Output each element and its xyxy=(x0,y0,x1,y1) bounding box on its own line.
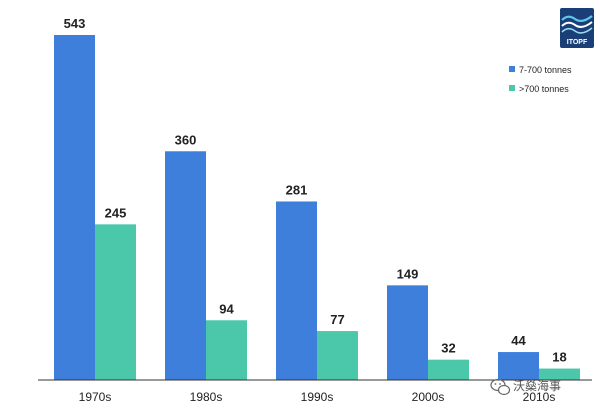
bar-1990s-series-0 xyxy=(276,201,317,380)
bar-1990s-series-1 xyxy=(317,331,358,380)
legend-label-small-spills: 7-700 tonnes xyxy=(519,65,572,75)
bar-2010s-series-1 xyxy=(539,368,580,380)
bar-value-label-1970s-series-1: 245 xyxy=(105,205,127,220)
bar-1970s-series-0 xyxy=(54,35,95,380)
bar-value-label-2000s-series-0: 149 xyxy=(397,266,419,281)
bar-value-label-1990s-series-0: 281 xyxy=(286,182,308,197)
itopf-logo: ITOPF xyxy=(560,8,594,48)
legend-item-small-spills: 7-700 tonnes xyxy=(509,65,572,75)
watermark: 沃燊海事 xyxy=(490,378,561,396)
wechat-icon xyxy=(490,378,511,396)
bars-layer: 543 245 360 94 281 77 149 32 44 18 xyxy=(54,16,580,380)
legend-swatch-small-spills xyxy=(509,66,515,72)
legend-swatch-large-spills xyxy=(509,85,515,91)
bar-1970s-series-1 xyxy=(95,224,136,380)
bar-1980s-series-0 xyxy=(165,151,206,380)
x-tick-label-1970s: 1970s xyxy=(79,390,112,404)
legend-label-large-spills: >700 tonnes xyxy=(519,84,569,94)
x-tick-label-2010s: 2010s xyxy=(523,390,556,404)
x-tick-label-2000s: 2000s xyxy=(412,390,445,404)
bar-2000s-series-1 xyxy=(428,359,469,380)
bar-1980s-series-1 xyxy=(206,320,247,380)
bar-value-label-1970s-series-0: 543 xyxy=(64,16,86,31)
logo-background xyxy=(560,8,594,48)
bar-value-label-1980s-series-0: 360 xyxy=(175,132,197,147)
bar-value-label-1990s-series-1: 77 xyxy=(330,312,344,327)
bar-2000s-series-0 xyxy=(387,285,428,380)
x-tick-labels: 1970s 1980s 1990s 2000s 2010s xyxy=(79,390,556,404)
x-tick-label-1980s: 1980s xyxy=(190,390,223,404)
logo-text: ITOPF xyxy=(567,39,588,46)
bar-value-label-1980s-series-1: 94 xyxy=(219,301,234,316)
bar-value-label-2010s-series-1: 18 xyxy=(552,350,566,365)
logo-wave-3 xyxy=(561,27,593,34)
legend: 7-700 tonnes >700 tonnes xyxy=(509,65,572,94)
x-tick-label-1990s: 1990s xyxy=(301,390,334,404)
bar-2010s-series-0 xyxy=(498,352,539,380)
legend-item-large-spills: >700 tonnes xyxy=(509,84,569,94)
bar-value-label-2000s-series-1: 32 xyxy=(441,341,455,356)
bar-value-label-2010s-series-0: 44 xyxy=(511,333,526,348)
logo-wave-1 xyxy=(561,15,593,23)
watermark-text: 沃燊海事 xyxy=(513,378,561,393)
logo-wave-2 xyxy=(561,21,593,28)
